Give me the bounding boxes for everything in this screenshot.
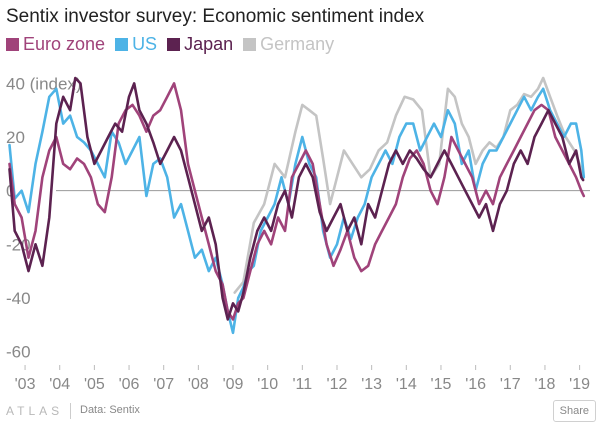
x-tick-label: '13 xyxy=(361,376,382,393)
x-tick-label: '12 xyxy=(327,376,348,393)
y-tick-label: -40 xyxy=(6,289,31,308)
x-tick-label: '16 xyxy=(465,376,486,393)
y-tick-label: -60 xyxy=(6,343,31,362)
legend-swatch-japan xyxy=(167,38,181,51)
legend-label-japan: Japan xyxy=(184,34,234,54)
x-tick-label: '06 xyxy=(119,376,140,393)
x-tick-label: '04 xyxy=(49,376,70,393)
x-tick-label: '08 xyxy=(188,376,209,393)
atlas-logo: ATLAS xyxy=(6,404,64,418)
x-tick-label: '03 xyxy=(15,376,36,393)
series-line-japan xyxy=(8,76,585,321)
x-tick-label: '09 xyxy=(223,376,244,393)
footer-divider xyxy=(70,403,71,419)
legend-item-japan: Japan xyxy=(167,34,233,55)
x-tick-label: '11 xyxy=(292,376,312,393)
series-line-us xyxy=(8,87,586,335)
legend-item-euro-zone: Euro zone xyxy=(6,34,105,55)
legend: Euro zone US Japan Germany xyxy=(6,34,334,55)
legend-label-us: US xyxy=(132,34,158,54)
y-tick-label: 20 xyxy=(6,128,25,147)
data-source: Data: Sentix xyxy=(80,404,140,416)
legend-item-us: US xyxy=(115,34,157,55)
series-line-euro-zone xyxy=(8,82,586,321)
legend-swatch-euro-zone xyxy=(6,38,19,51)
x-tick-label: '10 xyxy=(257,376,278,393)
x-tick-label: '05 xyxy=(84,376,105,393)
share-button[interactable]: Share xyxy=(552,400,596,422)
footer: ATLAS Data: Sentix Share xyxy=(0,398,600,426)
x-tick-label: '14 xyxy=(396,376,417,393)
y-tick-label: 40 (index) xyxy=(6,74,82,93)
legend-label-germany: Germany xyxy=(260,34,335,54)
legend-swatch-germany xyxy=(243,38,257,51)
series-line-germany xyxy=(233,76,585,294)
x-tick-label: '18 xyxy=(535,376,556,393)
legend-item-germany: Germany xyxy=(243,34,334,55)
legend-swatch-us xyxy=(115,38,129,51)
x-tick-label: '15 xyxy=(431,376,452,393)
x-tick-label: '19 xyxy=(569,376,590,393)
chart-title: Sentix investor survey: Economic sentime… xyxy=(6,6,425,27)
legend-label-euro-zone: Euro zone xyxy=(23,34,106,54)
x-tick-label: '17 xyxy=(500,376,521,393)
x-tick-label: '07 xyxy=(153,376,174,393)
line-chart: 40 (index)200-20-40-60'03'04'05'06'07'08… xyxy=(6,74,590,393)
